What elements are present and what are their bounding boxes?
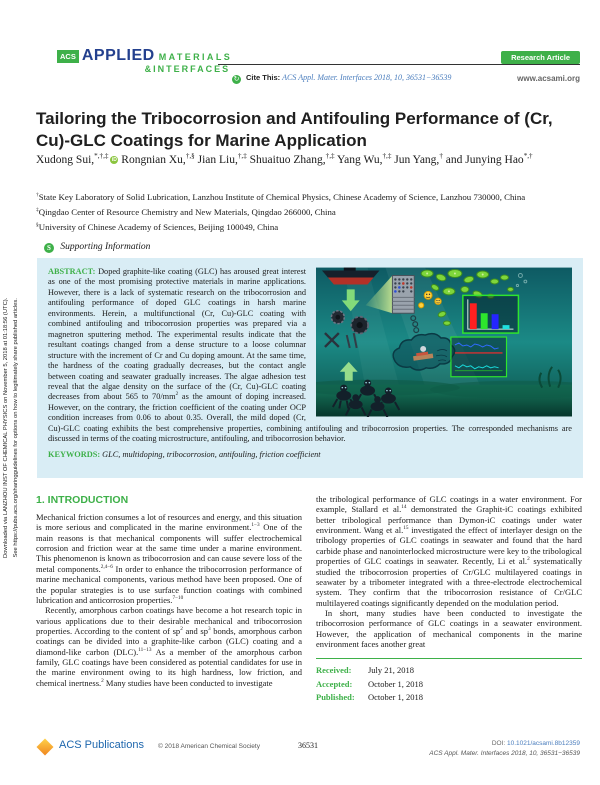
logo-materials: MATERIALS xyxy=(158,52,233,62)
doi-link[interactable]: 10.1021/acsami.8b12359 xyxy=(506,740,580,747)
journal-logo[interactable]: ACS APPLIED MATERIALS &INTERFACES xyxy=(57,47,232,74)
intro-paragraph: In short, many studies have been conduct… xyxy=(316,607,582,650)
page-footer: ACS Publications © 2018 American Chemica… xyxy=(36,738,580,768)
robots-group xyxy=(332,379,401,417)
keywords-line: KEYWORDS: GLC, multidoping, tribocorrosi… xyxy=(48,450,572,460)
affiliation: ‡Qingdao Center of Resource Chemistry an… xyxy=(36,207,336,218)
mini-line-chart xyxy=(450,336,508,378)
download-notice-line1: Downloaded via LANZHOU INST OF CHEMICAL … xyxy=(3,297,10,559)
zoom-cone xyxy=(365,275,393,314)
gear-icons xyxy=(324,309,369,349)
date-row: Accepted: October 1, 2018 xyxy=(316,678,424,689)
doi-label: DOI: xyxy=(491,740,507,747)
download-notice: Downloaded via LANZHOU INST OF CHEMICAL … xyxy=(2,255,22,601)
page-title: Tailoring the Tribocorrosion and Antifou… xyxy=(36,109,553,150)
introduction-section: 1. INTRODUCTION Mechanical friction cons… xyxy=(36,494,582,704)
cite-this-row: ↻ Cite This: ACS Appl. Mater. Interfaces… xyxy=(232,73,451,84)
date-row: Published: October 1, 2018 xyxy=(316,691,424,702)
author-list: Xudong Sui,*,†,‡ iD Rongnian Xu,†,§ Jian … xyxy=(36,152,571,169)
date-row: Received: July 21, 2018 xyxy=(316,665,415,676)
graphical-abstract xyxy=(316,267,572,417)
intro-column-left: 1. INTRODUCTION Mechanical friction cons… xyxy=(36,494,302,704)
author-name: Jian Liu,†,‡ xyxy=(197,152,247,166)
acs-publications-logo[interactable]: ACS Publications xyxy=(59,739,144,751)
article-dates: Received: July 21, 2018 Accepted: October 1… xyxy=(316,658,582,704)
smiley-icons xyxy=(418,290,442,309)
intro-paragraph: Mechanical friction consumes a lot of re… xyxy=(36,512,302,605)
up-arrow-icon xyxy=(339,361,358,381)
down-arrow-icon xyxy=(341,289,360,312)
header-rule xyxy=(218,64,580,65)
supporting-information-link[interactable]: S Supporting Information xyxy=(44,242,150,253)
download-notice-line2: See https://pubs.acs.org/sharingguidelin… xyxy=(13,298,19,558)
footer-citation: ACS Appl. Mater. Interfaces 2018, 10, 36… xyxy=(429,749,580,757)
copyright-text: © 2018 American Chemical Society xyxy=(158,743,260,750)
author-name: Shuaituo Zhang,†,‡ xyxy=(249,152,335,166)
supporting-info-icon: S xyxy=(44,243,54,253)
author-name: Xudong Sui,*,†,‡ iD xyxy=(36,152,119,166)
doi-line: DOI: 10.1021/acsami.8b12359 xyxy=(429,739,580,749)
author-name: Rongnian Xu,†,§ xyxy=(121,152,195,166)
cite-reference-link[interactable]: ACS Appl. Mater. Interfaces 2018, 10, 36… xyxy=(282,73,452,82)
abstract-text: ABSTRACT: Doped graphite-like coating (G… xyxy=(48,267,572,444)
section-heading: 1. INTRODUCTION xyxy=(36,494,129,506)
cite-icon: ↻ xyxy=(232,75,241,84)
author-name: and Junying Hao*,† xyxy=(445,152,533,166)
journal-website-link[interactable]: www.acsami.org xyxy=(517,74,580,83)
intro-paragraph: Recently, amorphous carbon coatings have… xyxy=(36,605,302,688)
mini-bar-chart xyxy=(462,294,520,334)
keywords-text: GLC, multidoping, tribocorrosion, antifo… xyxy=(102,449,321,459)
article-type-badge: Research Article xyxy=(501,51,580,64)
affiliation-list: †State Key Laboratory of Solid Lubricati… xyxy=(36,190,579,235)
ship-icon xyxy=(321,267,380,285)
orcid-icon[interactable]: iD xyxy=(110,156,119,164)
intro-column-right: the tribological performance of GLC coat… xyxy=(316,494,582,704)
abstract-section: ABSTRACT: Doped graphite-like coating (G… xyxy=(37,258,583,478)
author-name: Jun Yang,† xyxy=(394,152,443,166)
keywords-label: KEYWORDS: xyxy=(48,449,103,459)
acs-logo-box: ACS xyxy=(57,49,79,63)
supporting-info-label: Supporting Information xyxy=(60,242,151,252)
coating-structure xyxy=(391,275,420,334)
logo-interfaces: &INTERFACES xyxy=(144,64,231,74)
logo-applied: APPLIED xyxy=(81,47,155,64)
cite-label: Cite This: xyxy=(246,73,281,82)
affiliation: §University of Chinese Academy of Scienc… xyxy=(36,222,279,233)
affiliation: †State Key Laboratory of Solid Lubricati… xyxy=(36,192,526,202)
intro-paragraph: the tribological performance of GLC coat… xyxy=(316,494,582,608)
author-name: Yang Wu,†,‡ xyxy=(337,152,392,166)
abstract-label: ABSTRACT: xyxy=(48,267,99,276)
page-number: 36531 xyxy=(298,741,318,750)
